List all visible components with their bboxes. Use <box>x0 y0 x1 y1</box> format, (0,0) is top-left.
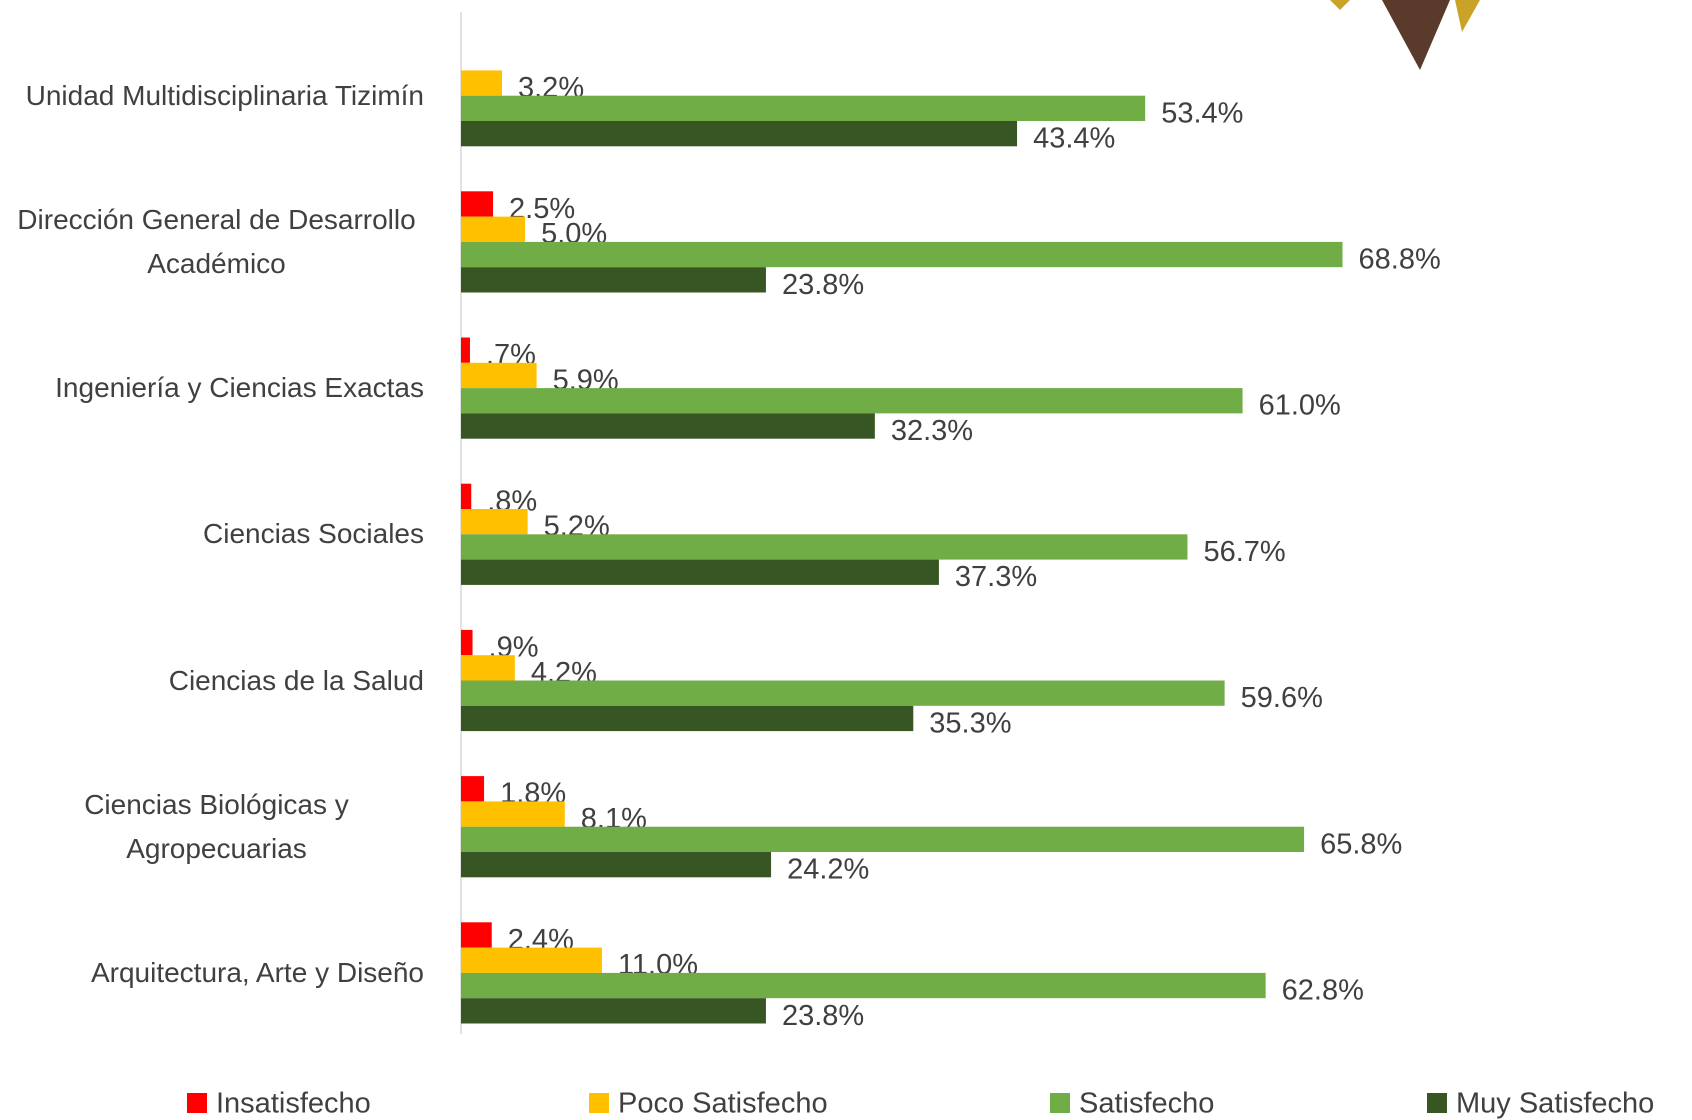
legend-swatch <box>589 1093 609 1113</box>
data-label: 62.8% <box>1282 975 1364 1007</box>
bar <box>461 947 602 973</box>
category-label: Unidad Multidisciplinaria Tizimín <box>4 74 424 118</box>
bar <box>461 216 526 242</box>
data-label: 61.0% <box>1259 390 1341 422</box>
data-label: 53.4% <box>1161 97 1243 129</box>
legend-label: Poco Satisfecho <box>618 1088 828 1120</box>
category-label: Dirección General de Desarrollo Académic… <box>4 198 424 286</box>
bar <box>461 801 565 827</box>
category-label: Arquitectura, Arte y Diseño <box>4 951 424 995</box>
data-label: 24.2% <box>787 854 869 886</box>
bar <box>461 972 1266 999</box>
bar <box>461 388 1243 414</box>
bar <box>461 629 473 656</box>
data-label: 32.3% <box>891 415 973 447</box>
bar <box>461 70 502 96</box>
bar <box>461 534 1188 560</box>
bar <box>461 121 1018 147</box>
bar <box>461 559 939 585</box>
category-label: Ciencias de la Salud <box>4 659 424 703</box>
data-label: 23.8% <box>782 1000 864 1032</box>
data-label: 23.8% <box>782 269 864 301</box>
data-label: 59.6% <box>1241 682 1323 714</box>
category-text: Ciencias Sociales <box>203 518 424 550</box>
bar <box>461 509 528 535</box>
category-text: Dirección General de Desarrollo Académic… <box>17 203 416 279</box>
data-label: 37.3% <box>955 561 1037 593</box>
data-label: 35.3% <box>929 707 1011 739</box>
bar <box>461 705 914 732</box>
category-label: Ciencias Sociales <box>4 512 424 556</box>
category-text: Arquitectura, Arte y Diseño <box>90 956 424 988</box>
bar <box>461 852 772 878</box>
data-label: 43.4% <box>1033 123 1115 155</box>
bar <box>461 680 1225 706</box>
bar <box>461 337 470 363</box>
category-label: Ingeniería y Ciencias Exactas <box>4 366 424 410</box>
bar <box>461 776 485 802</box>
category-text: Ciencias Biológicas y Agropecuarias <box>84 788 349 864</box>
category-text: Unidad Multidisciplinaria Tizimín <box>25 79 424 111</box>
category-label: Ciencias Biológicas y Agropecuarias <box>4 783 424 871</box>
legend-label: Muy Satisfecho <box>1456 1088 1654 1120</box>
bar <box>461 655 515 681</box>
legend-swatch <box>1427 1093 1447 1113</box>
category-text: Ciencias de la Salud <box>168 664 424 696</box>
bar <box>461 998 766 1024</box>
data-label: 68.8% <box>1359 244 1441 276</box>
bar <box>461 483 472 509</box>
legend-label: Insatisfecho <box>216 1088 371 1120</box>
bar <box>461 267 766 293</box>
bar <box>461 241 1343 268</box>
legend-swatch <box>1050 1093 1070 1113</box>
bar <box>461 191 494 217</box>
bar <box>461 413 875 439</box>
legend-swatch <box>187 1093 207 1113</box>
bar <box>461 362 537 389</box>
data-label: 56.7% <box>1203 536 1285 568</box>
category-text: Ingeniería y Ciencias Exactas <box>55 372 424 404</box>
bar <box>461 826 1305 852</box>
logo <box>1330 0 1480 70</box>
bar <box>461 922 492 948</box>
data-label: 65.8% <box>1320 828 1402 860</box>
bar <box>461 95 1146 121</box>
legend-label: Satisfecho <box>1079 1088 1214 1120</box>
